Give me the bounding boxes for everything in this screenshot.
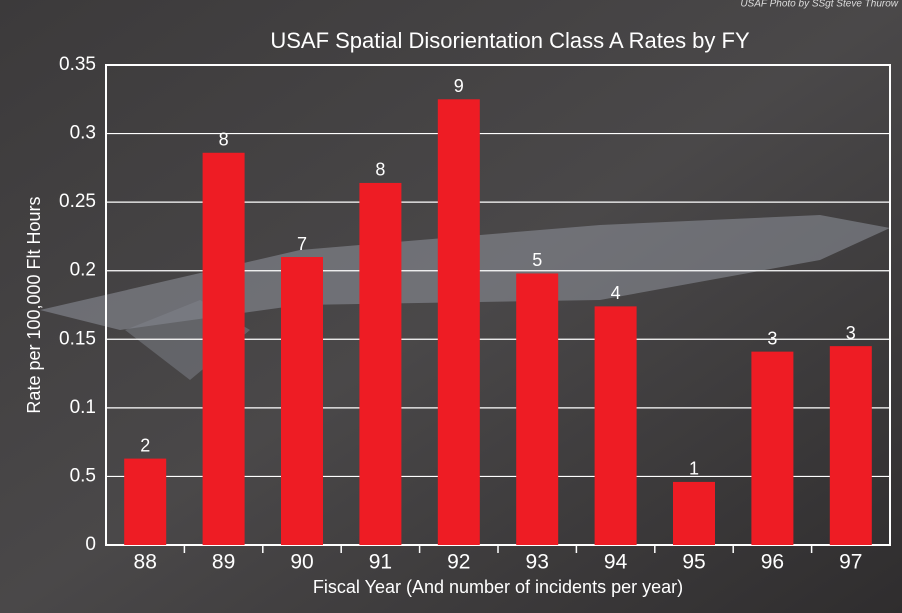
x-tick-label: 92 (447, 551, 470, 574)
x-tick-label: 91 (369, 551, 392, 574)
x-tick-label: 89 (212, 551, 235, 574)
incident-label: 4 (611, 283, 621, 303)
x-tick-label: 93 (526, 551, 549, 574)
incident-label: 2 (140, 435, 150, 455)
y-tick-label: 0 (85, 534, 96, 555)
x-tick-label: 95 (682, 551, 705, 574)
bar (595, 306, 637, 545)
x-tick-label: 88 (134, 551, 157, 574)
y-axis-title: Rate per 100,000 Flt Hours (24, 196, 44, 413)
incident-label: 3 (767, 328, 777, 348)
photo-credit: USAF Photo by SSgt Steve Thurow (740, 0, 898, 10)
y-tick-label: 0.1 (70, 397, 96, 418)
bar (124, 459, 166, 545)
y-tick-label: 0.25 (59, 191, 96, 212)
bar (438, 99, 480, 545)
bar (830, 346, 872, 545)
bar (281, 257, 323, 545)
incident-label: 8 (219, 130, 229, 150)
incident-label: 5 (532, 250, 542, 270)
incident-label: 1 (689, 459, 699, 479)
bar (203, 153, 245, 545)
bar (516, 273, 558, 545)
y-tick-label: 0.5 (70, 465, 96, 486)
x-tick-label: 90 (290, 551, 313, 574)
x-tick-label: 97 (839, 551, 862, 574)
x-axis-title: Fiscal Year (And number of incidents per… (313, 577, 683, 597)
x-tick-label: 96 (761, 551, 784, 574)
incident-label: 9 (454, 76, 464, 96)
bar (673, 482, 715, 545)
y-tick-label: 0.2 (70, 260, 96, 281)
y-tick-label: 0.15 (59, 328, 96, 349)
y-tick-label: 0.35 (59, 54, 96, 75)
x-tick-label: 94 (604, 551, 628, 574)
bar (359, 183, 401, 545)
incident-label: 3 (846, 323, 856, 343)
chart-title: USAF Spatial Disorientation Class A Rate… (270, 28, 750, 53)
chart: USAF Photo by SSgt Steve Thurow USAF Spa… (0, 0, 902, 613)
bar (751, 352, 793, 545)
y-tick-label: 0.3 (70, 123, 96, 144)
incident-label: 7 (297, 234, 307, 254)
incident-label: 8 (375, 160, 385, 180)
